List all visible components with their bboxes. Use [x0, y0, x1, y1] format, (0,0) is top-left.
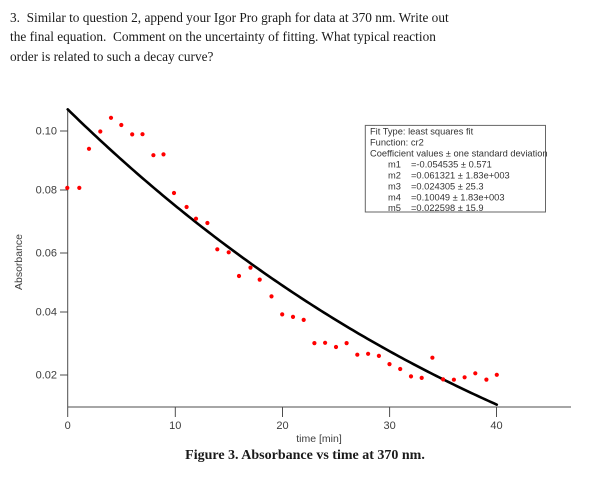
svg-text:m1: m1	[388, 160, 401, 170]
svg-text:m2: m2	[388, 171, 401, 181]
svg-text:0.04: 0.04	[36, 307, 57, 319]
svg-text:Coefficient values ± one stand: Coefficient values ± one standard deviat…	[370, 149, 548, 159]
svg-text:0: 0	[65, 420, 71, 432]
svg-text:20: 20	[276, 420, 288, 432]
svg-text:40: 40	[490, 420, 502, 432]
svg-text:0.10: 0.10	[36, 126, 57, 138]
svg-text:Function: cr2: Function: cr2	[370, 138, 424, 148]
svg-text:=0.024305 ± 25.3: =0.024305 ± 25.3	[411, 182, 484, 192]
svg-text:10: 10	[169, 420, 181, 432]
svg-text:m5: m5	[388, 203, 401, 213]
svg-text:=-0.054535 ± 0.571: =-0.054535 ± 0.571	[411, 160, 492, 170]
svg-text:time [min]: time [min]	[296, 433, 342, 445]
svg-text:30: 30	[383, 420, 395, 432]
svg-text:Fit Type: least squares fit: Fit Type: least squares fit	[370, 127, 474, 137]
svg-text:Absorbance: Absorbance	[13, 234, 25, 290]
svg-text:m4: m4	[388, 193, 401, 203]
svg-text:=0.022598 ± 15.9: =0.022598 ± 15.9	[411, 203, 484, 213]
svg-text:=0.10049 ± 1.83e+003: =0.10049 ± 1.83e+003	[411, 193, 505, 203]
svg-text:0.06: 0.06	[36, 248, 57, 260]
svg-text:=0.061321 ± 1.83e+003: =0.061321 ± 1.83e+003	[411, 171, 510, 181]
svg-text:0.02: 0.02	[36, 370, 57, 382]
svg-text:0.08: 0.08	[36, 185, 57, 197]
svg-text:m3: m3	[388, 182, 401, 192]
